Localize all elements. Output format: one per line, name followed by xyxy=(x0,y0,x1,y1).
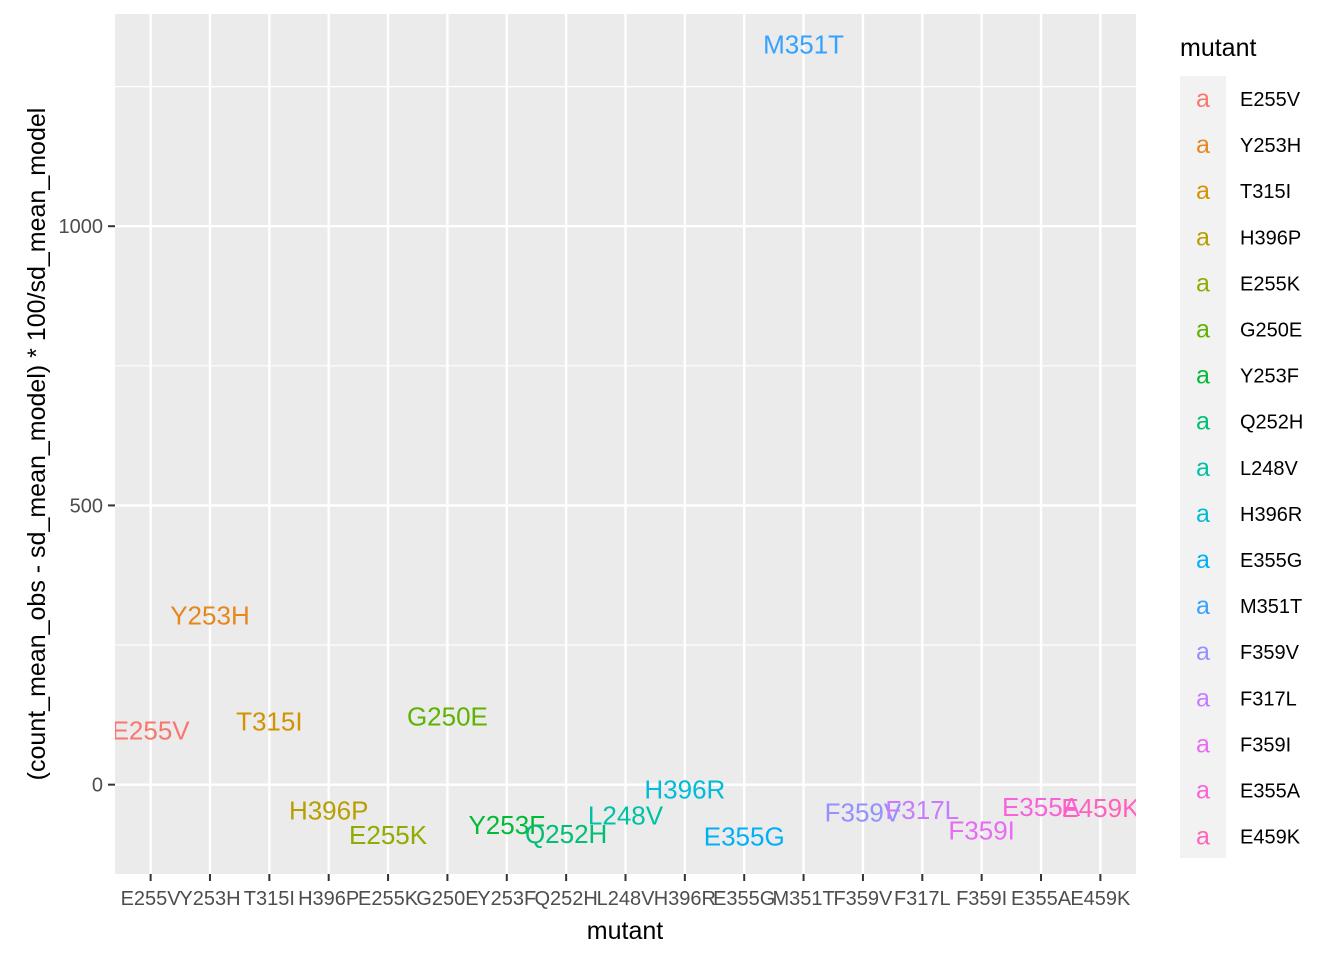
legend-key-glyph: a xyxy=(1196,408,1210,436)
legend-entry-label: M351T xyxy=(1240,596,1302,618)
legend-entry-label: T315I xyxy=(1240,181,1291,203)
legend-key-glyph: a xyxy=(1196,362,1210,390)
legend-key-glyph: a xyxy=(1196,454,1210,482)
legend-entry-label: Q252H xyxy=(1240,412,1303,434)
legend-entry-label: E255V xyxy=(1240,89,1301,111)
legend-key-glyph: a xyxy=(1196,269,1210,297)
point-label: F359V xyxy=(825,798,902,828)
point-label: E255K xyxy=(349,820,428,850)
x-tick-label: T315I xyxy=(244,888,295,910)
point-label: E355G xyxy=(704,822,785,852)
x-tick-label: E255K xyxy=(358,888,419,910)
point-label: H396P xyxy=(289,795,369,825)
point-label: F359I xyxy=(948,815,1015,845)
legend-key-glyph: a xyxy=(1196,777,1210,805)
legend-entry-label: E355G xyxy=(1240,550,1302,572)
legend-entry-label: F359I xyxy=(1240,734,1291,756)
point-label: E355A xyxy=(1002,792,1081,822)
x-tick-label: Q252H xyxy=(534,888,597,910)
x-tick-label: H396P xyxy=(298,888,359,910)
major-gridlines xyxy=(115,14,1136,874)
legend-entry-label: E459K xyxy=(1240,827,1301,849)
point-label: G250E xyxy=(407,702,488,732)
point-label: Y253H xyxy=(170,600,250,630)
legend: mutant a E255V a Y253H a T315I a H396P a E255K a G2… xyxy=(1180,34,1303,858)
legend-key-glyph: a xyxy=(1196,730,1210,758)
x-tick-label: E355G xyxy=(713,888,775,910)
x-tick-label: G250E xyxy=(416,888,478,910)
x-tick-label: L248V xyxy=(597,888,655,910)
legend-key-glyph: a xyxy=(1196,823,1210,851)
y-axis-title: (count_mean_obs - sd_mean_model) * 100/s… xyxy=(23,108,51,781)
point-label: F317L xyxy=(885,795,959,825)
legend-entry-label: Y253F xyxy=(1240,366,1299,388)
x-tick-label: E355A xyxy=(1011,888,1072,910)
legend-entry-label: E355A xyxy=(1240,781,1301,803)
legend-key-glyph: a xyxy=(1196,316,1210,344)
legend-entry-label: H396R xyxy=(1240,504,1302,526)
y-axis: 0 500 1000 xyxy=(59,216,115,797)
x-tick-label: Y253H xyxy=(179,888,240,910)
legend-entry-label: G250E xyxy=(1240,320,1302,342)
y-tick-label: 500 xyxy=(70,495,103,517)
point-label: Q252H xyxy=(525,819,607,849)
legend-key-glyph: a xyxy=(1196,500,1210,528)
x-tick-label: F359I xyxy=(956,888,1007,910)
legend-entry-label: F317L xyxy=(1240,688,1297,710)
legend-key-glyph: a xyxy=(1196,223,1210,251)
legend-title: mutant xyxy=(1180,34,1256,62)
point-label: T315I xyxy=(236,707,303,737)
point-label: M351T xyxy=(763,30,844,60)
point-label: H396R xyxy=(644,775,725,805)
legend-key-glyph: a xyxy=(1196,177,1210,205)
legend-key-glyph: a xyxy=(1196,684,1210,712)
point-label: E459K xyxy=(1061,793,1140,823)
point-label: E255V xyxy=(112,715,191,745)
x-axis-title: mutant xyxy=(587,917,663,945)
y-tick-label: 1000 xyxy=(59,216,104,238)
legend-key-glyph: a xyxy=(1196,546,1210,574)
x-tick-label: F317L xyxy=(894,888,951,910)
legend-key-glyph: a xyxy=(1196,85,1210,113)
x-tick-label: F359V xyxy=(833,888,893,910)
x-tick-label: H396R xyxy=(654,888,716,910)
legend-key-glyph: a xyxy=(1196,592,1210,620)
point-label: L248V xyxy=(588,800,664,830)
legend-entry-label: E255K xyxy=(1240,273,1301,295)
legend-key-glyph: a xyxy=(1196,131,1210,159)
x-tick-label: E459K xyxy=(1070,888,1131,910)
point-label: Y253F xyxy=(468,810,545,840)
x-tick-label: Y253F xyxy=(477,888,536,910)
x-tick-label: M351T xyxy=(772,888,834,910)
legend-entry-label: Y253H xyxy=(1240,135,1301,157)
legend-entry-label: H396P xyxy=(1240,227,1301,249)
legend-keys-background xyxy=(1180,76,1226,858)
legend-key-glyph: a xyxy=(1196,638,1210,666)
legend-entry-label: F359V xyxy=(1240,642,1300,664)
y-tick-label: 0 xyxy=(92,775,103,797)
x-tick-label: E255V xyxy=(121,888,182,910)
legend-entry-label: L248V xyxy=(1240,458,1298,480)
